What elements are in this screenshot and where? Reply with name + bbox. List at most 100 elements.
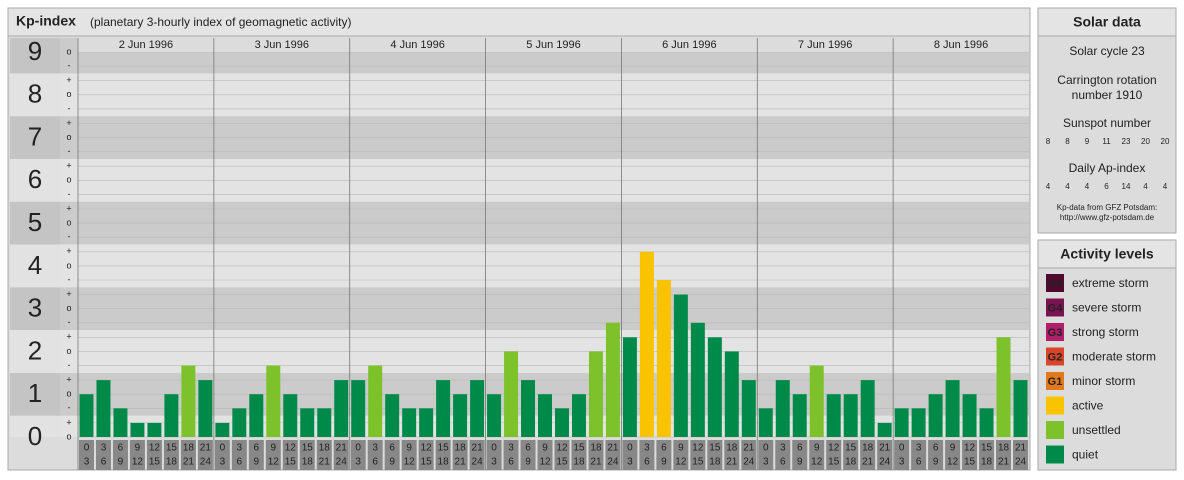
bar (300, 408, 315, 437)
bar (487, 394, 502, 437)
hour-start: 6 (797, 443, 803, 454)
y-tick-label: 3 (28, 293, 42, 323)
hour-start: 3 (916, 443, 922, 454)
hour-box (605, 440, 621, 470)
hour-start: 0 (220, 443, 226, 454)
hour-box (265, 440, 281, 470)
y-minor-label: o (66, 175, 71, 185)
hour-box (418, 440, 434, 470)
hour-end: 18 (845, 457, 857, 468)
y-minor-label: - (68, 360, 71, 370)
legend-label: strong storm (1072, 325, 1139, 339)
hour-end: 6 (372, 457, 378, 468)
legend-swatch (1046, 323, 1064, 341)
level-band (10, 244, 60, 288)
hour-end: 9 (797, 457, 803, 468)
ap-value: 4 (1163, 182, 1168, 191)
hour-box (367, 440, 383, 470)
hour-box (775, 440, 791, 470)
bar (232, 408, 247, 437)
hour-box (231, 440, 247, 470)
hour-start: 3 (101, 443, 107, 454)
hour-start: 6 (661, 443, 667, 454)
kp-title: Kp-index (16, 13, 76, 29)
day-label: 4 Jun 1996 (390, 39, 444, 51)
hour-end: 15 (149, 457, 161, 468)
y-minor-label: - (68, 146, 71, 156)
hour-start: 18 (726, 443, 738, 454)
hour-box (758, 440, 774, 470)
hour-box (503, 440, 519, 470)
hour-end: 12 (539, 457, 551, 468)
bar (690, 322, 705, 437)
hour-box (622, 440, 638, 470)
hour-end: 12 (811, 457, 823, 468)
bar (521, 380, 536, 437)
hour-start: 15 (438, 443, 450, 454)
hour-end: 21 (590, 457, 602, 468)
y-minor-label: + (66, 417, 71, 427)
day-label: 7 Jun 1996 (798, 39, 852, 51)
hour-start: 6 (118, 443, 124, 454)
sunspot-value: 8 (1046, 137, 1051, 146)
hour-start: 9 (542, 443, 548, 454)
hour-box (452, 440, 468, 470)
hour-start: 18 (183, 443, 195, 454)
bar (656, 280, 671, 437)
y-minor-label: o (66, 46, 71, 56)
bar (996, 337, 1011, 437)
hour-end: 21 (998, 457, 1010, 468)
hour-end: 6 (237, 457, 243, 468)
hour-box (197, 440, 213, 470)
hour-box (792, 440, 808, 470)
hour-end: 6 (644, 457, 650, 468)
levels-header (1037, 239, 1177, 269)
bar (945, 380, 960, 437)
hour-end: 3 (84, 457, 90, 468)
hour-start: 15 (573, 443, 585, 454)
hour-end: 3 (627, 457, 633, 468)
hour-end: 6 (780, 457, 786, 468)
legend-swatch (1046, 298, 1064, 317)
bar (96, 380, 111, 437)
hour-start: 21 (472, 443, 484, 454)
hour-end: 24 (200, 457, 212, 468)
hour-box (146, 440, 162, 470)
hour-box (826, 440, 842, 470)
hour-end: 24 (743, 457, 755, 468)
hour-box (180, 440, 196, 470)
sunspot-value: 11 (1102, 137, 1111, 146)
bar (724, 351, 739, 437)
legend-badge: G2 (1048, 351, 1063, 363)
hour-box (163, 440, 179, 470)
y-minor-label: + (66, 332, 71, 342)
hour-box (877, 440, 893, 470)
bar (198, 380, 213, 437)
hour-start: 6 (525, 443, 531, 454)
hour-end: 24 (607, 457, 619, 468)
hour-start: 0 (491, 443, 497, 454)
bar (911, 408, 926, 437)
legend-label: unsettled (1072, 423, 1121, 437)
hour-box (588, 440, 604, 470)
solar-title: Solar data (1073, 14, 1141, 30)
bar (334, 380, 349, 437)
bar (436, 380, 451, 437)
hour-box (945, 440, 961, 470)
hour-end: 3 (220, 457, 226, 468)
hour-start: 9 (814, 443, 820, 454)
y-tick-label: 5 (28, 207, 42, 237)
hour-end: 12 (132, 457, 144, 468)
hour-box (690, 440, 706, 470)
hour-start: 3 (508, 443, 514, 454)
hour-start: 0 (763, 443, 769, 454)
solar-cycle: Solar cycle 23 (1069, 44, 1145, 58)
hour-start: 18 (862, 443, 874, 454)
levels-title: Activity levels (1060, 246, 1154, 262)
bar (928, 394, 943, 437)
hour-end: 21 (319, 457, 331, 468)
y-minor-label: - (68, 317, 71, 327)
y-minor-label: + (66, 75, 71, 85)
hour-box (520, 440, 536, 470)
hour-start: 9 (271, 443, 277, 454)
